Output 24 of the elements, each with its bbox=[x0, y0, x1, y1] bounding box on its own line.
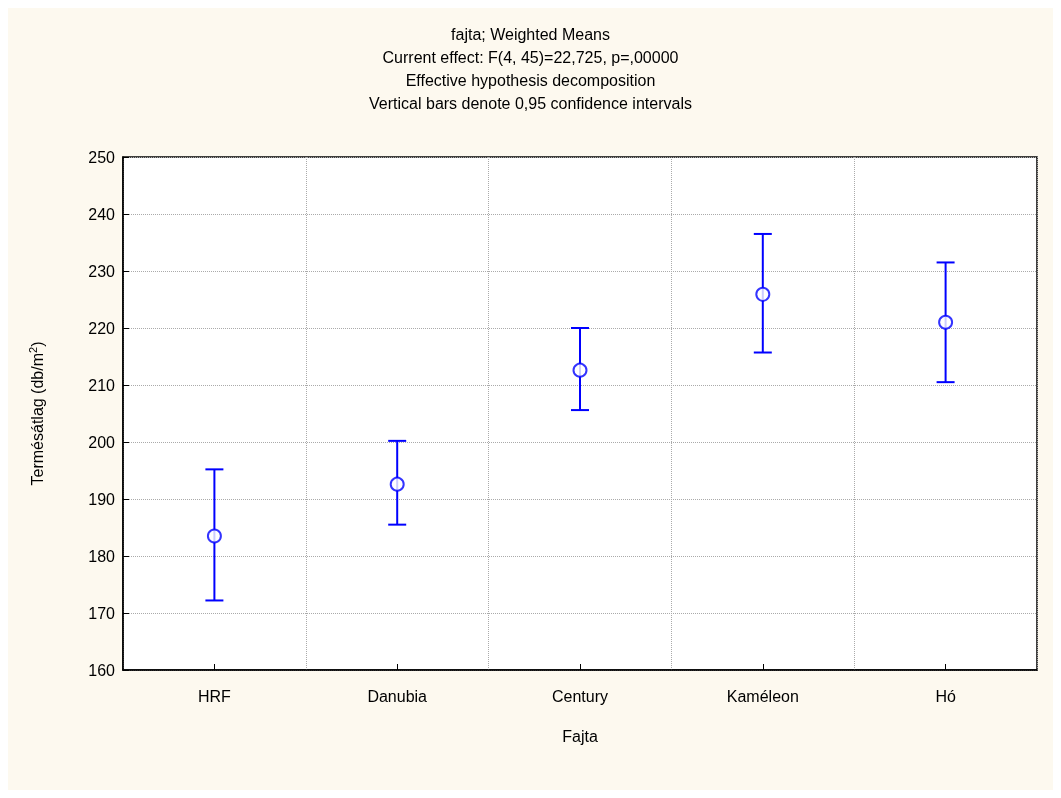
x-tick-label: HRF bbox=[197, 687, 232, 705]
x-tick-label: Kaméleon bbox=[726, 687, 799, 705]
y-tick-label: 190 bbox=[88, 490, 116, 508]
x-axis-title: Fajta bbox=[562, 727, 598, 745]
chart-title: fajta; Weighted Means bbox=[451, 26, 610, 43]
point bbox=[206, 528, 222, 544]
y-tick-label: 180 bbox=[88, 547, 116, 565]
y-tick-label: 250 bbox=[88, 148, 116, 166]
x-tick-label: Hó bbox=[935, 687, 956, 705]
y-tick-label: 210 bbox=[88, 376, 116, 394]
y-tick-label: 170 bbox=[88, 604, 116, 622]
y-tick-label: 230 bbox=[88, 262, 116, 280]
y-tick-label: 220 bbox=[88, 319, 116, 337]
point bbox=[389, 476, 405, 492]
y-tick-label: 160 bbox=[88, 661, 116, 679]
x-tick-label: Danubia bbox=[367, 687, 428, 705]
point bbox=[572, 362, 588, 378]
point bbox=[755, 286, 771, 302]
chart-subtitle: Current effect: F(4, 45)=22,725, p=,00000 Effective hypothesis decomposition Vertical bars denote 0,95 confidence intervals bbox=[369, 49, 692, 112]
x-tick-label: Century bbox=[551, 687, 609, 705]
y-axis-title: Termésátlag (db/m2) bbox=[26, 341, 46, 486]
y-tick-label: 200 bbox=[88, 433, 116, 451]
point bbox=[938, 314, 954, 330]
y-tick-label: 240 bbox=[88, 205, 116, 223]
